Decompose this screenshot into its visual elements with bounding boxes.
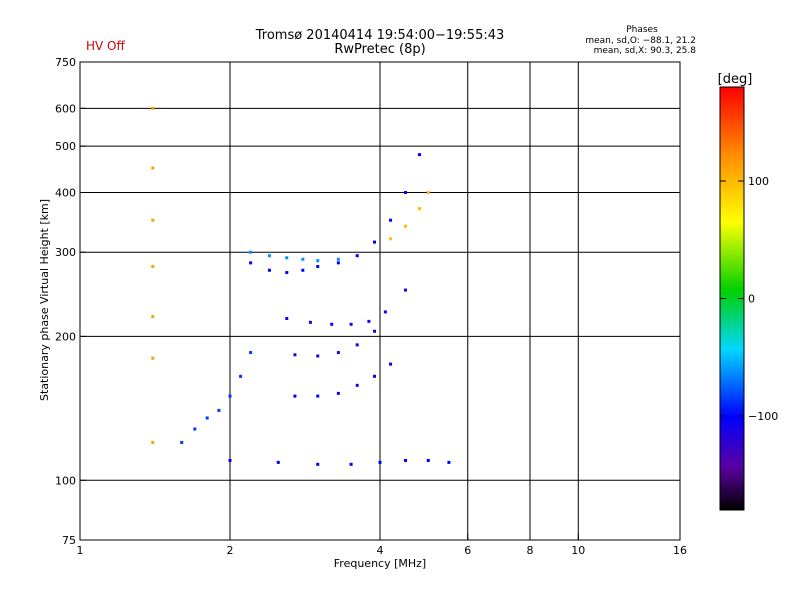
data-point (217, 408, 221, 412)
x-axis-label: Frequency [MHz] (334, 557, 426, 570)
data-point (276, 460, 280, 464)
data-point (267, 268, 271, 272)
x-tick-label: 8 (527, 544, 534, 557)
x-tick-label: 1 (77, 544, 84, 557)
data-point (285, 316, 289, 320)
data-point (151, 106, 155, 110)
x-tick-label: 16 (673, 544, 687, 557)
data-point (301, 268, 305, 272)
data-point (249, 261, 253, 265)
data-point (228, 394, 232, 398)
data-point (249, 250, 253, 254)
y-tick-label: 200 (55, 330, 76, 343)
data-point (355, 254, 359, 258)
data-point (193, 427, 197, 431)
y-tick-label: 300 (55, 246, 76, 259)
data-point (293, 353, 297, 357)
data-point (151, 315, 155, 319)
x-tick-label: 10 (571, 544, 585, 557)
y-tick-labels: 75 100 200 300 400 500 600 750 (55, 56, 76, 547)
y-tick-label: 500 (55, 140, 76, 153)
data-point (293, 394, 297, 398)
data-point (180, 440, 184, 444)
data-point (403, 224, 407, 228)
data-point (426, 190, 430, 194)
data-point (426, 458, 430, 462)
colorbar-ticks: 100 0 −100 (720, 175, 778, 423)
colorbar-tick-label: 0 (748, 293, 755, 306)
x-tick-labels: 1 2 4 6 8 10 16 (77, 544, 688, 557)
data-point (349, 462, 353, 466)
data-point (373, 374, 377, 378)
data-point (316, 394, 320, 398)
colorbar-tick-label: −100 (748, 410, 778, 423)
data-point (228, 458, 232, 462)
data-point (330, 322, 334, 326)
y-tick-label: 750 (55, 56, 76, 69)
data-point (205, 416, 209, 420)
y-axis-label: Stationary phase Virtual Height [km] (38, 199, 51, 401)
data-point (378, 460, 382, 464)
data-point (285, 271, 289, 275)
stats-heading: Phases (626, 25, 658, 35)
data-point (417, 153, 421, 157)
data-point (336, 351, 340, 355)
data-point (239, 374, 243, 378)
data-point (151, 356, 155, 360)
data-point (285, 256, 289, 260)
data-point (389, 237, 393, 241)
data-point (316, 259, 320, 263)
y-tick-label: 400 (55, 186, 76, 199)
y-tick-label: 75 (62, 534, 76, 547)
data-point (389, 218, 393, 222)
data-point (336, 261, 340, 265)
data-point (316, 265, 320, 269)
stats-o-mode: mean, sd,O: −88.1, 21.2 (585, 36, 696, 46)
data-point (151, 265, 155, 269)
data-point (349, 322, 353, 326)
y-tick-label: 600 (55, 102, 76, 115)
data-point (267, 254, 271, 258)
data-point (301, 257, 305, 261)
data-point (336, 257, 340, 261)
data-point (403, 190, 407, 194)
data-point (417, 207, 421, 211)
data-point (151, 166, 155, 170)
data-point (373, 240, 377, 244)
data-point (389, 362, 393, 366)
axis-ticks (79, 61, 681, 541)
data-point (316, 462, 320, 466)
data-point (447, 460, 451, 464)
chart-title: Tromsø 20140414 19:54:00−19:55:43 (255, 28, 505, 43)
data-point (355, 343, 359, 347)
data-point (151, 218, 155, 222)
data-point (355, 383, 359, 387)
data-point (403, 288, 407, 292)
colorbar-unit: [deg] (718, 72, 753, 87)
data-point (151, 440, 155, 444)
y-tick-label: 100 (55, 474, 76, 487)
x-tick-label: 2 (227, 544, 234, 557)
stats-x-mode: mean, sd,X: 90.3, 25.8 (594, 46, 697, 56)
data-point (308, 320, 312, 324)
hv-status: HV Off (86, 39, 125, 53)
data-point (316, 354, 320, 358)
data-point (249, 351, 253, 355)
data-point (336, 391, 340, 395)
data-points (151, 106, 451, 466)
chart-subtitle: RwPretec (8p) (334, 42, 425, 57)
data-point (373, 329, 377, 333)
colorbar-tick-label: 100 (748, 175, 769, 188)
data-point (383, 310, 387, 314)
data-point (367, 319, 371, 323)
data-point (403, 458, 407, 462)
x-tick-label: 4 (377, 544, 384, 557)
x-tick-label: 6 (464, 544, 471, 557)
